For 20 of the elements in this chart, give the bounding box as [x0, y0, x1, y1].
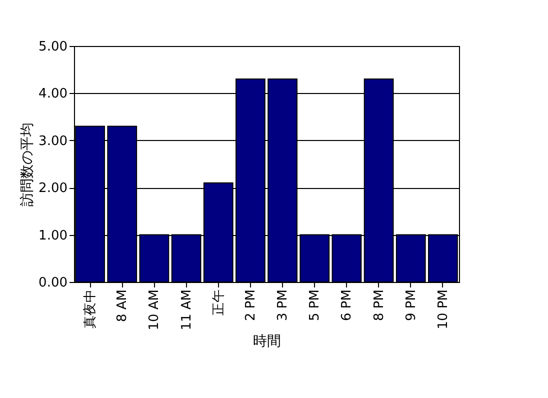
x-tick-label: 10 PM	[436, 290, 451, 330]
x-tick-label: 6 PM	[340, 290, 355, 321]
x-tick-label: 11 AM	[179, 290, 194, 330]
y-tick-label: 1.00	[38, 228, 68, 244]
x-tick-label: 9 PM	[404, 290, 419, 321]
x-tick-label: 真夜中	[82, 290, 98, 328]
x-axis-title: 時間	[253, 333, 281, 350]
x-tick-label: 5 PM	[308, 290, 323, 321]
y-tick-label: 3.00	[38, 134, 68, 149]
x-tick-label: 10 AM	[147, 290, 162, 330]
y-tick-label: 0.00	[38, 276, 68, 290]
y-axis-title: 訪問数の平均	[20, 122, 36, 206]
x-tick-label: 正午	[211, 290, 226, 316]
x-tick-label: 2 PM	[243, 290, 258, 321]
x-tick-label: 8 AM	[115, 290, 130, 322]
x-tick-label: 3 PM	[276, 290, 291, 321]
y-tick-label: 4.00	[38, 86, 68, 102]
x-tick-label: 8 PM	[372, 290, 387, 321]
y-tick-label: 2.00	[38, 181, 68, 196]
y-tick-label: 5.00	[38, 40, 68, 54]
